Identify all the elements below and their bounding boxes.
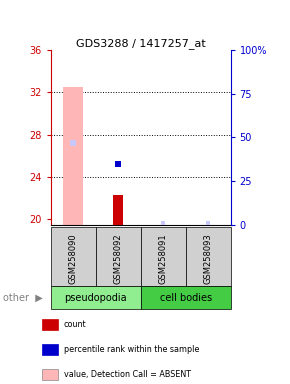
Bar (51, 227, 96, 286)
Text: pseudopodia: pseudopodia (64, 293, 127, 303)
Title: GDS3288 / 1417257_at: GDS3288 / 1417257_at (76, 38, 206, 49)
Text: percentile rank within the sample: percentile rank within the sample (64, 345, 199, 354)
Text: count: count (64, 320, 86, 329)
Bar (141, 227, 186, 286)
Bar (113, 195, 123, 225)
Text: other  ▶: other ▶ (3, 293, 43, 303)
Text: GSM258090: GSM258090 (69, 234, 78, 284)
Bar (63, 87, 83, 225)
Text: GSM258091: GSM258091 (159, 234, 168, 284)
Text: cell bodies: cell bodies (160, 293, 212, 303)
Bar (186, 227, 231, 286)
Text: GSM258093: GSM258093 (204, 233, 213, 284)
Bar (141, 286, 231, 309)
Text: GSM258092: GSM258092 (114, 234, 123, 284)
Bar (96, 227, 141, 286)
Bar (51, 286, 141, 309)
Text: value, Detection Call = ABSENT: value, Detection Call = ABSENT (64, 370, 191, 379)
